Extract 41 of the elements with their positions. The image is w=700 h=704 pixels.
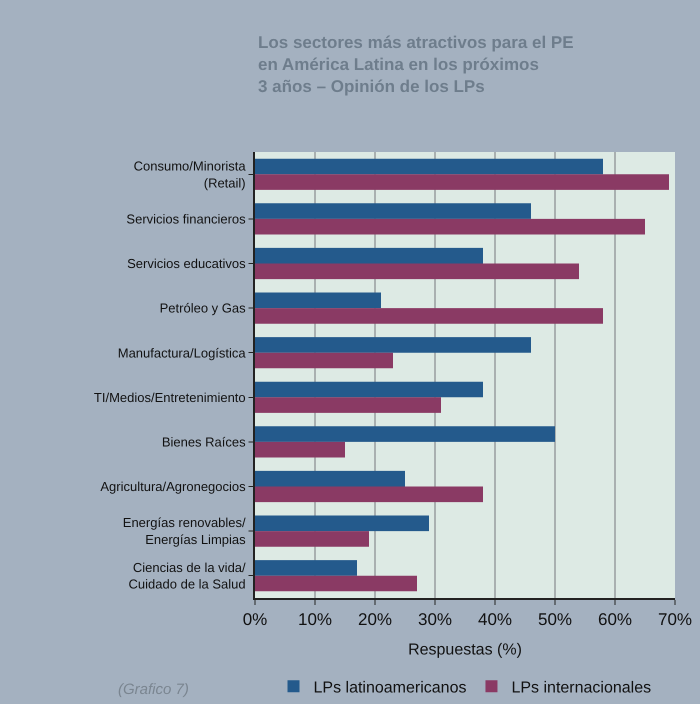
bar [255,308,603,324]
y-tick-label: Energías renovables/ Energías Limpias [122,515,246,548]
bar [255,470,405,486]
bar [255,174,669,190]
x-axis-title: Respuestas (%) [408,641,522,658]
x-tick-label: 30% [418,610,452,630]
legend-label: LPs latinoamericanos [314,680,466,696]
x-tick-label: 40% [478,610,512,630]
y-tick-label: Agricultura/Agronegocios [100,479,246,494]
bar [255,337,531,353]
bar [255,426,555,442]
y-tick-label: Bienes Raíces [162,434,246,450]
bar [255,158,603,174]
bar [255,218,645,235]
y-tick-label: Petróleo y Gas [160,300,246,316]
x-tick-label: 60% [598,610,632,630]
bar [255,486,483,502]
bar [255,264,579,280]
bar [255,560,357,576]
bar [255,352,393,368]
bar [255,248,483,264]
bar [255,397,441,413]
bar [255,442,345,458]
bar [255,382,483,398]
y-tick-label: Manufactura/Logística [118,345,246,360]
y-tick-label: TI/Medios/Entretenimiento [94,390,246,405]
bar [255,515,429,532]
x-tick-label: 0% [242,610,268,630]
x-tick-label: 20% [358,610,392,630]
y-tick-label: Consumo/Minorista (Retail) [134,158,246,190]
bar [255,531,369,547]
bar [255,292,381,308]
x-tick-label: 50% [538,610,572,630]
legend-label: LPs internacionales [511,680,652,696]
y-tick-label: Ciencias de la vida/ Cuidado de la Salud [128,560,246,592]
y-tick-label: Servicios financieros [126,211,246,226]
x-tick-label: 10% [298,610,332,630]
bar [255,576,417,592]
bar [255,203,531,219]
y-tick-label: Servicios educativos [127,256,246,272]
x-tick-label: 70% [658,610,692,630]
